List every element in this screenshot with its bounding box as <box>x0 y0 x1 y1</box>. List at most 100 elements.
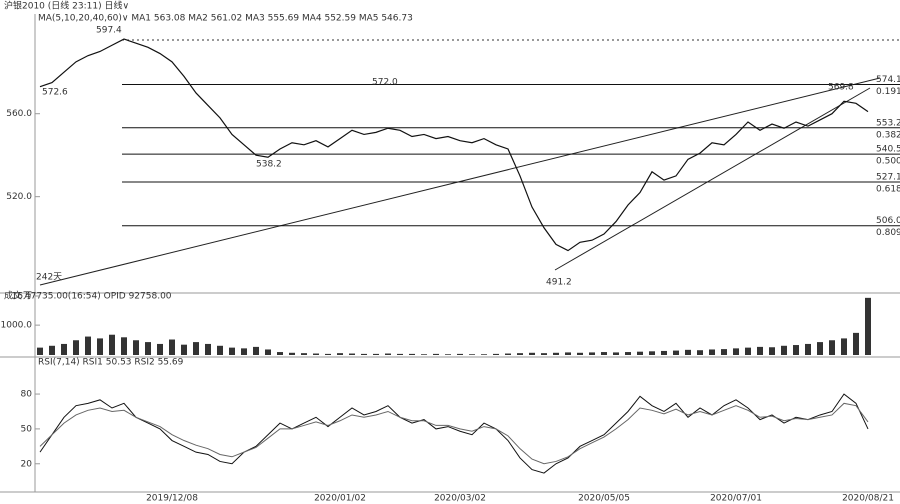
volume-bar <box>181 344 187 355</box>
volume-bar <box>73 340 79 355</box>
volume-bar <box>337 353 343 355</box>
volume-bar <box>613 352 619 355</box>
annotation: 569.8 <box>828 83 854 93</box>
volume-bar <box>865 297 871 355</box>
volume-title: 成交 47735.00(16:54) OPID 92758.00 <box>4 290 172 302</box>
x-tick-label: 2020/01/02 <box>314 494 366 504</box>
volume-bar <box>589 352 595 355</box>
volume-bar <box>685 349 691 355</box>
volume-bar <box>49 345 55 355</box>
volume-bar <box>757 346 763 355</box>
volume-bar <box>553 352 559 355</box>
level-ratio: 0.382 <box>876 130 900 140</box>
volume-bar <box>625 352 631 355</box>
volume-bar <box>733 348 739 355</box>
volume-bar <box>325 353 331 355</box>
volume-bar <box>241 348 247 355</box>
level-price: 574.1 <box>876 75 900 85</box>
y-tick-label: 16万 <box>12 292 32 302</box>
level-price: 553.2 <box>876 118 900 128</box>
trend-line <box>554 87 871 271</box>
volume-bar <box>85 336 91 355</box>
y-tick-label: 560.0 <box>6 109 32 119</box>
volume-bar <box>673 350 679 355</box>
volume-bar <box>61 343 67 355</box>
volume-bar <box>817 342 823 355</box>
volume-bar <box>277 352 283 355</box>
volume-bar <box>253 346 259 355</box>
y-tick-label: 80 <box>21 390 33 400</box>
volume-bar <box>349 353 355 355</box>
chart-title: 沪银2010 (日线 23:11) 日线∨ <box>4 0 129 12</box>
volume-bar <box>637 351 643 355</box>
x-tick-label: 2020/07/01 <box>710 494 762 504</box>
x-tick-label: 2020/08/21 <box>842 494 894 504</box>
volume-bar <box>661 350 667 355</box>
volume-bar <box>265 349 271 355</box>
volume-bar <box>385 353 391 355</box>
volume-bar <box>133 340 139 355</box>
volume-bar <box>493 353 499 355</box>
volume-bar <box>373 353 379 355</box>
level-ratio: 0.618 <box>876 184 900 194</box>
volume-bar <box>205 343 211 355</box>
annotation: 572.6 <box>42 88 68 98</box>
annotation: 597.4 <box>96 26 122 36</box>
volume-bar <box>217 345 223 355</box>
annotation: 491.2 <box>546 278 572 288</box>
volume-bar <box>721 349 727 355</box>
volume-bar <box>769 347 775 355</box>
volume-bar <box>781 345 787 355</box>
volume-bar <box>397 353 403 355</box>
annotation: 242天 <box>36 273 62 283</box>
volume-bar <box>289 352 295 355</box>
volume-bar <box>853 332 859 355</box>
volume-bar <box>229 347 235 355</box>
volume-bar <box>121 337 127 355</box>
rsi-line <box>39 402 869 465</box>
volume-bar <box>541 353 547 355</box>
volume-bar <box>793 345 799 355</box>
rsi-line <box>39 393 869 474</box>
volume-bar <box>193 342 199 355</box>
volume-bar <box>157 343 163 355</box>
volume-bar <box>301 353 307 355</box>
level-ratio: 0.500 <box>876 157 900 167</box>
volume-bar <box>577 352 583 355</box>
x-tick-label: 2020/05/05 <box>578 494 630 504</box>
price-line <box>39 38 869 252</box>
level-price: 527.1 <box>876 172 900 182</box>
y-tick-label: 20 <box>21 459 33 469</box>
volume-bar <box>457 353 463 355</box>
x-tick-label: 2020/03/02 <box>434 494 486 504</box>
x-tick-label: 2019/12/08 <box>146 494 198 504</box>
volume-bar <box>841 338 847 355</box>
volume-bar <box>469 354 475 355</box>
y-tick-label: 81000.0 <box>0 321 32 331</box>
ma-legend: MA(5,10,20,40,60)∨ MA1 563.08 MA2 561.02… <box>38 14 413 24</box>
volume-bar <box>409 353 415 355</box>
volume-bar <box>805 343 811 355</box>
volume-bar <box>601 352 607 355</box>
volume-bar <box>517 353 523 355</box>
volume-bar <box>37 347 43 355</box>
volume-bar <box>433 353 439 355</box>
volume-bar <box>649 351 655 355</box>
level-price: 540.5 <box>876 145 900 155</box>
volume-bar <box>169 339 175 355</box>
volume-bar <box>709 349 715 355</box>
volume-bar <box>313 353 319 355</box>
level-price: 506.0 <box>876 216 900 226</box>
level-ratio: 0.191 <box>876 87 900 97</box>
volume-bar <box>745 347 751 355</box>
volume-bar <box>529 352 535 355</box>
volume-bar <box>145 342 151 355</box>
volume-bar <box>829 340 835 355</box>
volume-bar <box>481 354 487 355</box>
volume-bar <box>109 334 115 355</box>
volume-bar <box>361 353 367 355</box>
volume-bar <box>565 352 571 355</box>
volume-bar <box>505 353 511 355</box>
